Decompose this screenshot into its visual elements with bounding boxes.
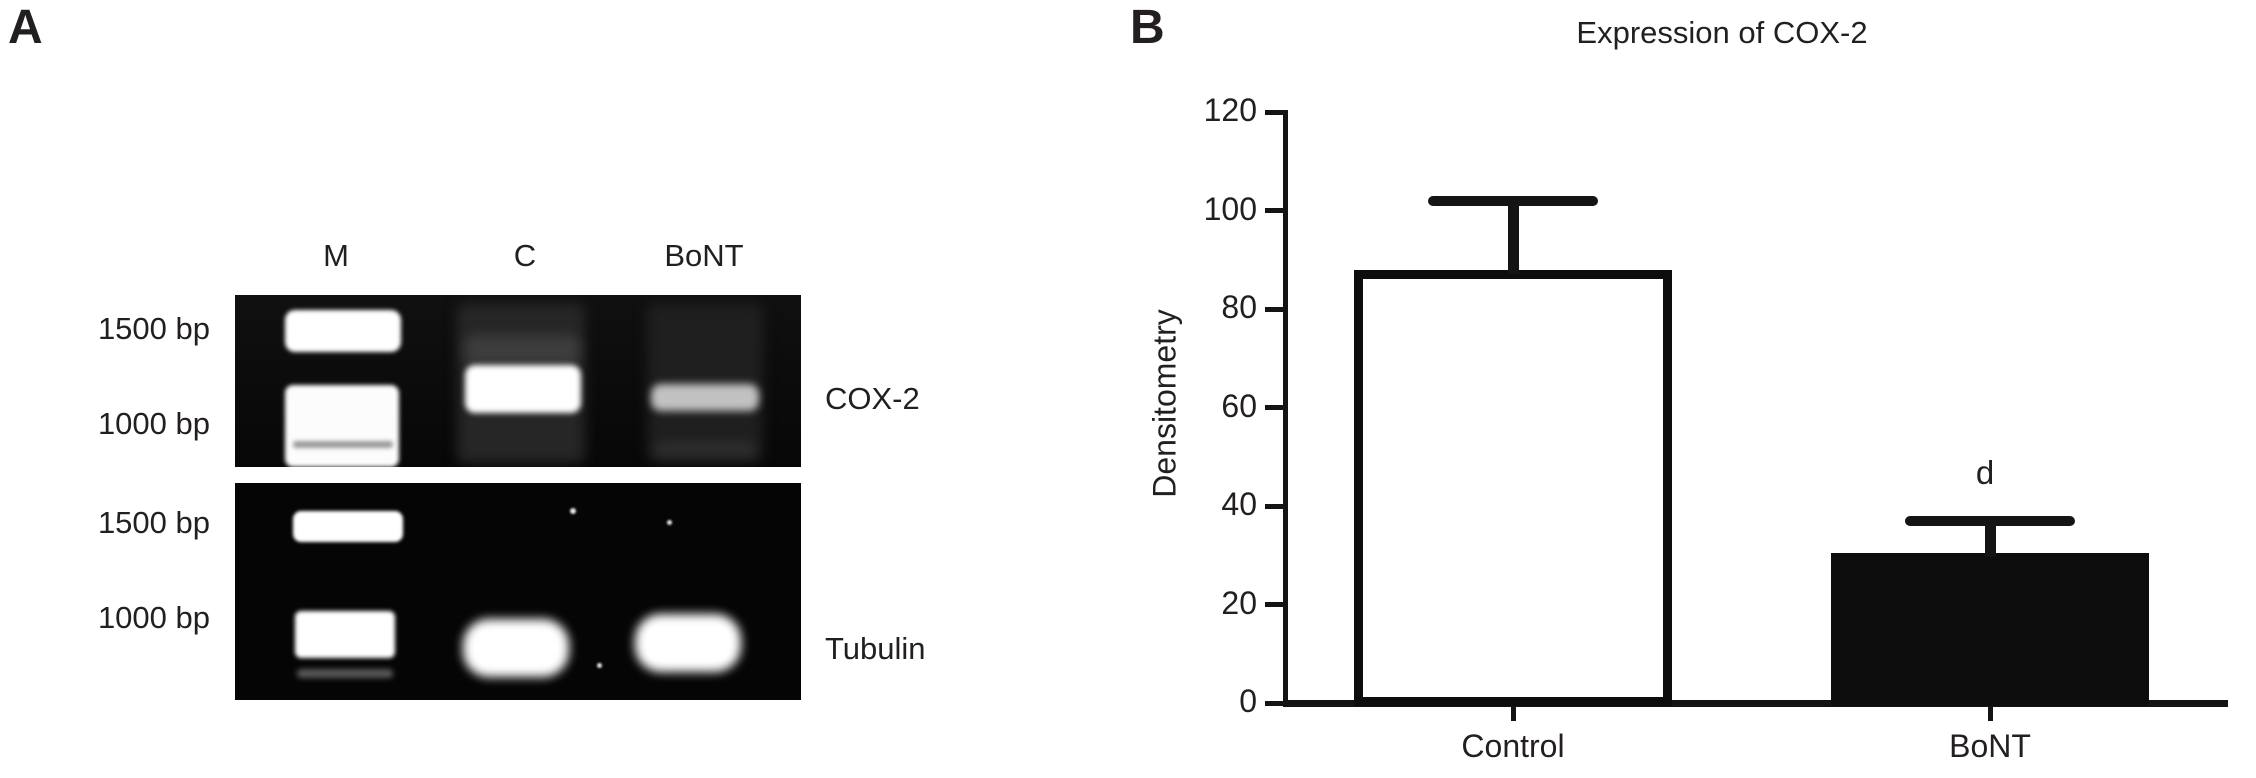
blot-label-tubulin: Tubulin bbox=[825, 631, 926, 666]
c-cox2-band bbox=[465, 365, 581, 413]
gel-image bbox=[235, 295, 801, 700]
error-bar-stem-bont bbox=[1984, 520, 1996, 557]
chart-title: Expression of COX-2 bbox=[1576, 15, 1868, 50]
speck-2 bbox=[667, 520, 672, 525]
x-tick-bont bbox=[1987, 707, 1993, 721]
bont-lane-smear bbox=[647, 303, 763, 463]
y-tick-label-100: 100 bbox=[1203, 190, 1257, 227]
lane-label-m: M bbox=[323, 238, 349, 273]
m-1000-band-b bbox=[295, 611, 395, 658]
m-1000-gap-line bbox=[293, 441, 393, 448]
blot-label-cox2: COX-2 bbox=[825, 381, 920, 416]
bont-lower-smear bbox=[655, 441, 755, 457]
cox2-gel bbox=[235, 295, 801, 467]
y-tick-40 bbox=[1265, 503, 1283, 509]
c-upper-smear bbox=[465, 335, 579, 365]
y-tick-label-20: 20 bbox=[1221, 584, 1257, 621]
m-speckle-line bbox=[297, 669, 393, 678]
y-tick-0 bbox=[1265, 700, 1283, 706]
marker-1000bp-cox2: 1000 bp bbox=[97, 406, 210, 441]
marker-1500bp-tubulin: 1500 bp bbox=[97, 505, 210, 540]
error-bar-cap-bont bbox=[1905, 515, 2075, 526]
marker-1000bp-tubulin: 1000 bp bbox=[97, 600, 210, 635]
y-tick-label-40: 40 bbox=[1221, 486, 1257, 522]
y-tick-60 bbox=[1265, 405, 1283, 410]
panel-b-letter: B bbox=[1130, 1, 1166, 54]
panel-a-letter: A bbox=[8, 1, 44, 54]
lane-label-bont: BoNT bbox=[664, 238, 744, 273]
bar-bont bbox=[1831, 552, 2149, 706]
speck-3 bbox=[597, 663, 602, 668]
x-label-control: Control bbox=[1461, 728, 1565, 764]
x-axis-line bbox=[1283, 700, 2228, 707]
lane-label-c: C bbox=[513, 238, 537, 273]
y-tick-label-60: 60 bbox=[1221, 387, 1257, 424]
marker-1500bp-cox2: 1500 bp bbox=[97, 311, 210, 346]
y-tick-120 bbox=[1265, 109, 1283, 115]
m-1500-band-b bbox=[293, 511, 403, 542]
bar-control bbox=[1354, 269, 1672, 706]
error-bar-stem-control bbox=[1507, 200, 1519, 274]
y-tick-20 bbox=[1265, 602, 1283, 607]
y-tick-label-120: 120 bbox=[1203, 92, 1257, 128]
m-1000-band bbox=[285, 385, 399, 467]
bont-cox2-band bbox=[651, 384, 759, 411]
speck-1 bbox=[570, 508, 576, 514]
m-1500-band bbox=[285, 310, 401, 352]
y-tick-label-80: 80 bbox=[1221, 289, 1257, 325]
x-label-bont: BoNT bbox=[1949, 728, 2031, 764]
error-bar-cap-control bbox=[1428, 195, 1598, 206]
c-tubulin-band bbox=[463, 619, 569, 677]
y-tick-label-0: 0 bbox=[1239, 683, 1257, 719]
bont-tubulin-band bbox=[635, 614, 741, 672]
y-tick-80 bbox=[1265, 306, 1283, 312]
significance-annotation: d bbox=[1975, 453, 1995, 491]
y-tick-100 bbox=[1265, 208, 1283, 213]
x-tick-control bbox=[1510, 707, 1516, 721]
y-axis-line bbox=[1283, 110, 1288, 707]
tubulin-gel bbox=[235, 483, 801, 700]
